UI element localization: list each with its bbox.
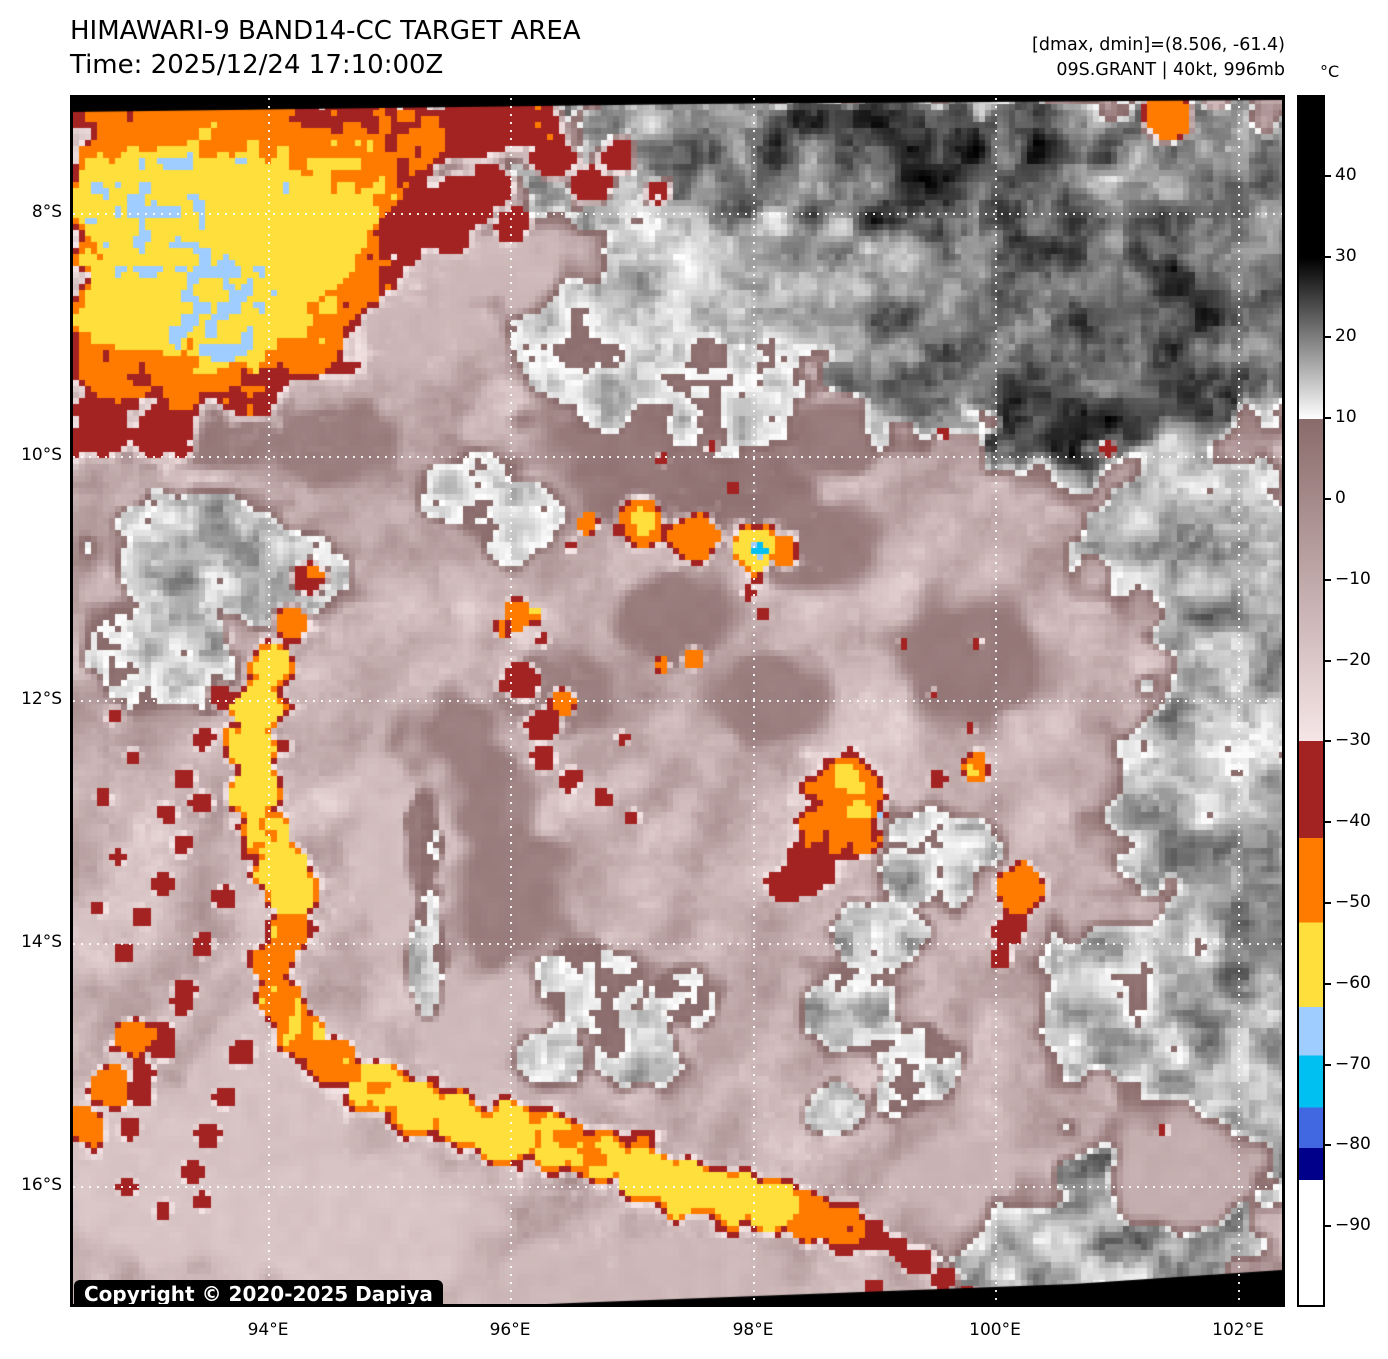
copyright-badge: Copyright © 2020-2025 Dapiya: [74, 1280, 443, 1304]
x-tick-label: 102°E: [1212, 1320, 1264, 1340]
storm-readout: 09S.GRANT | 40kt, 996mb: [1056, 59, 1285, 80]
colorbar-tick-mark: [1325, 1063, 1331, 1066]
x-tick-label: 100°E: [969, 1320, 1021, 1340]
colorbar-tick-mark: [1325, 1225, 1331, 1228]
x-tick-label: 98°E: [732, 1320, 774, 1340]
colorbar-tick-mark: [1325, 982, 1331, 985]
y-tick-label: 8°S: [31, 202, 62, 222]
colorbar-tick-label: −50: [1335, 892, 1371, 912]
colorbar-tick-mark: [1325, 659, 1331, 662]
gridline-lat: [73, 456, 1282, 458]
gridline-lat: [73, 700, 1282, 702]
colorbar-tick-label: −90: [1335, 1215, 1371, 1236]
colorbar-tick-mark: [1325, 498, 1331, 500]
y-tick-label: 16°S: [21, 1175, 62, 1195]
colorbar: [1297, 95, 1325, 1307]
gridline-lat: [73, 213, 1282, 215]
colorbar-tick-label: −30: [1335, 730, 1371, 751]
map-plot-area: Copyright © 2020-2025 Dapiya: [70, 95, 1285, 1307]
header-right: [dmax, dmin]=(8.506, -61.4) 09S.GRANT | …: [1032, 33, 1285, 82]
colorbar-tick-label: −10: [1335, 568, 1371, 589]
colorbar-tick-mark: [1325, 255, 1331, 258]
y-tick-label: 14°S: [21, 932, 62, 952]
y-tick-label: 12°S: [21, 689, 62, 709]
gridline-lat: [73, 943, 1282, 945]
colorbar-tick-mark: [1325, 740, 1331, 743]
colorbar-tick-label: 20: [1335, 326, 1357, 347]
colorbar-tick-mark: [1325, 821, 1331, 824]
x-tick-label: 94°E: [247, 1320, 289, 1340]
colorbar-tick-label: 30: [1335, 245, 1357, 266]
timestamp: Time: 2025/12/24 17:10:00Z: [70, 50, 444, 80]
colorbar-gradient: [1299, 97, 1323, 1305]
colorbar-tick-label: −80: [1335, 1134, 1371, 1155]
colorbar-tick-label: −60: [1335, 972, 1371, 993]
dmax-dmin-readout: [dmax, dmin]=(8.506, -61.4): [1032, 35, 1285, 55]
colorbar-tick-mark: [1325, 578, 1331, 581]
y-tick-label: 10°S: [21, 445, 62, 465]
gridline-lat: [73, 1186, 1282, 1188]
colorbar-tick-mark: [1325, 902, 1331, 904]
colorbar-tick-label: 10: [1335, 407, 1357, 428]
colorbar-tick-label: 40: [1335, 164, 1357, 185]
colorbar-tick-mark: [1325, 1144, 1331, 1147]
colorbar-tick-mark: [1325, 174, 1331, 177]
colorbar-tick-label: −20: [1335, 649, 1371, 670]
colorbar-tick-label: −40: [1335, 811, 1371, 832]
colorbar-tick-mark: [1325, 336, 1331, 339]
colorbar-tick-label: 0: [1335, 488, 1346, 508]
colorbar-unit-label: °C: [1320, 62, 1340, 81]
x-tick-label: 96°E: [489, 1320, 531, 1340]
colorbar-tick-mark: [1325, 417, 1331, 420]
colorbar-tick-label: −70: [1335, 1053, 1371, 1074]
page-title: HIMAWARI-9 BAND14-CC TARGET AREA: [70, 16, 581, 46]
